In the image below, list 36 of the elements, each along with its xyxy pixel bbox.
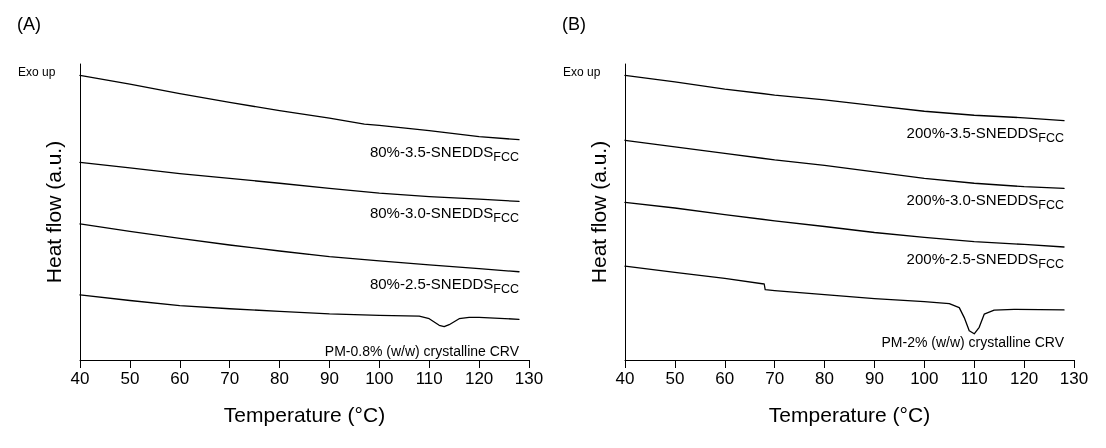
x-tick-label: 110 (415, 369, 443, 388)
x-tick-label: 130 (1059, 369, 1089, 388)
text: Exo up (563, 65, 601, 79)
x-tick-label: 100 (365, 369, 394, 388)
x-tick-label: 90 (864, 369, 884, 388)
x-axis-title: Temperature (°C) (768, 403, 931, 426)
x-tick-label: 70 (220, 369, 240, 388)
y-axis-title: Heat flow (a.u.) (42, 140, 65, 284)
x-tick-label: 80 (815, 369, 835, 388)
x-tick-label: 60 (715, 369, 735, 388)
series-label: PM-0.8% (w/w) crystalline CRV (324, 343, 520, 361)
series-label: 200%-2.5-SNEDDS$_{FCC}$ (906, 250, 1065, 273)
x-tick-label: 120 (464, 369, 494, 388)
x-axis-title: Temperature (°C) (223, 403, 386, 426)
x-tick-label: 60 (170, 369, 190, 388)
text: Exo up (18, 65, 56, 79)
series-label: 200%-3.0-SNEDDS$_{FCC}$ (906, 191, 1065, 215)
x-tick-label: 90 (319, 369, 339, 388)
series-label: 80%-3.5-SNEDDS$_{FCC}$ (369, 142, 520, 166)
x-tick-label: 70 (765, 369, 785, 388)
chart-title: (A) (17, 14, 41, 34)
series-label: 80%-2.5-SNEDDS$_{FCC}$ (369, 274, 520, 298)
x-tick-label: 80 (270, 369, 290, 388)
x-tick-label: 40 (615, 369, 635, 388)
series-label: 80%-3.0-SNEDDS$_{FCC}$ (369, 204, 520, 228)
x-tick-label: 50 (665, 369, 685, 388)
series-label: 200%-3.5-SNEDDS$_{FCC}$ (906, 123, 1065, 147)
x-tick-label: 130 (514, 369, 544, 388)
x-tick-label: 100 (910, 369, 939, 388)
series-label: PM-2% (w/w) crystalline CRV (881, 333, 1065, 351)
x-tick-label: 50 (120, 369, 140, 388)
x-tick-label: 110 (960, 369, 988, 388)
chart-title: (B) (562, 14, 586, 34)
x-tick-label: 120 (1009, 369, 1039, 388)
x-tick-label: 40 (70, 369, 90, 388)
y-axis-title: Heat flow (a.u.) (587, 140, 610, 284)
